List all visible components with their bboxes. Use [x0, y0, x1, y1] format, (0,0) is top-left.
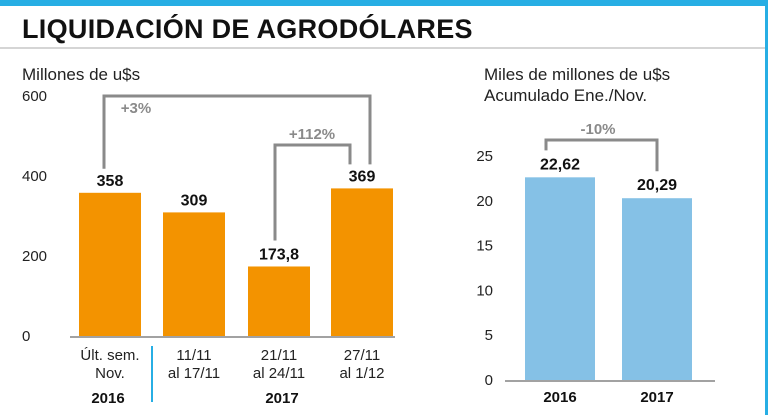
left-category-label: al 24/11	[253, 365, 305, 382]
right-unit-label: Acumulado Ene./Nov.	[484, 86, 647, 105]
left-year-label: 2017	[265, 390, 298, 407]
right-category-label: 2016	[543, 389, 576, 406]
left-category-label: al 1/12	[339, 365, 384, 382]
right-y-tick-label: 10	[476, 282, 493, 299]
left-category-label: 27/11	[344, 347, 380, 364]
right-accent-edge	[765, 0, 768, 415]
left-bar-value-label: 369	[349, 168, 376, 185]
left-category-label: 11/11	[176, 347, 211, 364]
left-y-tick-label: 0	[22, 328, 30, 345]
left-y-tick-label: 400	[22, 168, 47, 185]
left-category-label: al 17/11	[168, 365, 220, 382]
chart-title: LIQUIDACIÓN DE AGRODÓLARES	[22, 14, 473, 44]
right-y-tick-label: 25	[476, 148, 493, 165]
right-bar	[622, 198, 692, 380]
right-bar-value-label: 22,62	[540, 156, 580, 173]
right-y-tick-label: 5	[485, 327, 493, 344]
right-category-label: 2017	[640, 389, 673, 406]
top-accent-band	[0, 0, 768, 6]
annotation-label: +112%	[289, 126, 335, 143]
left-bar	[331, 188, 393, 336]
left-bar-value-label: 358	[97, 173, 124, 190]
left-bar	[79, 192, 141, 336]
bracket-line-plus-3	[102, 94, 372, 169]
left-bar	[248, 266, 310, 336]
left-bar-value-label: 309	[181, 192, 208, 209]
right-y-tick-label: 15	[476, 238, 493, 255]
right-y-tick-label: 0	[485, 372, 493, 389]
left-bar	[163, 212, 225, 336]
bracket-line-minus-10	[544, 138, 659, 172]
left-y-tick-label: 600	[22, 88, 47, 105]
left-bar-value-label: 173,8	[259, 246, 299, 263]
annotation-label: +3%	[121, 100, 151, 117]
left-unit-label: Millones de u$s	[22, 65, 140, 84]
annotation-label: -10%	[580, 121, 615, 138]
right-bar-value-label: 20,29	[637, 177, 677, 194]
right-unit-label: Miles de millones de u$s	[484, 65, 670, 84]
bracket-line-plus-112	[273, 143, 352, 241]
left-category-label: Nov.	[95, 365, 125, 382]
right-y-tick-label: 20	[476, 193, 493, 210]
left-category-label: 21/11	[261, 347, 297, 364]
right-bar	[525, 177, 595, 380]
left-y-tick-label: 200	[22, 248, 47, 265]
left-category-label: Últ. sem.	[80, 347, 139, 364]
left-year-label: 2016	[91, 390, 124, 407]
title-divider	[0, 47, 768, 49]
